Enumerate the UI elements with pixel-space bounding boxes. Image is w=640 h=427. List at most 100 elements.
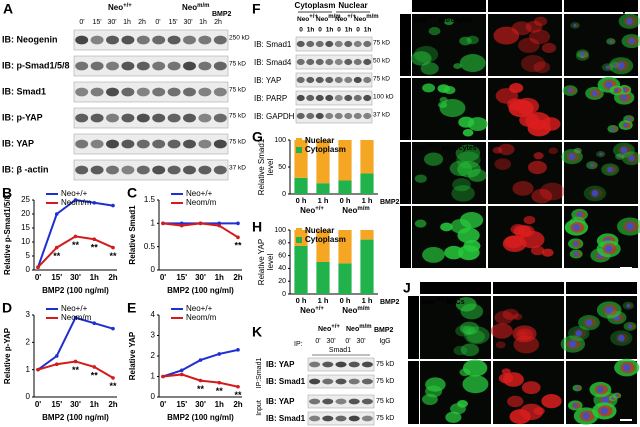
cell xyxy=(457,160,481,178)
blot-band xyxy=(315,40,324,48)
blot-strip xyxy=(73,81,229,103)
timepoint: 2h xyxy=(214,19,222,26)
legend-label: Neo+/+ xyxy=(61,304,88,313)
blot-strip xyxy=(295,72,373,88)
cell-type: NSCs xyxy=(446,299,465,306)
cell xyxy=(455,144,481,162)
blot-row-label: IB: β -actin xyxy=(2,164,49,174)
timepoint: 0 xyxy=(299,27,303,34)
series-line xyxy=(37,198,114,268)
blot-strip xyxy=(73,29,229,51)
cell xyxy=(521,381,541,395)
blot-band xyxy=(90,61,104,71)
bar-segment xyxy=(338,230,352,264)
channel-header: Merge xyxy=(591,283,615,292)
legend-label: Neo+/+ xyxy=(61,189,88,198)
blot-band xyxy=(348,415,360,422)
blot-band xyxy=(325,94,334,102)
cell xyxy=(462,375,489,394)
cell xyxy=(462,359,488,377)
nucleus xyxy=(597,386,604,393)
nucleus xyxy=(623,122,628,128)
y-tick-label: 1 xyxy=(151,372,156,381)
nucleus xyxy=(585,319,593,326)
nucleus xyxy=(569,340,577,348)
data-point xyxy=(111,326,115,331)
cell xyxy=(531,188,553,204)
cell xyxy=(527,160,547,175)
x-tick-label: 15' xyxy=(51,273,62,282)
x-tick-label: 1 h xyxy=(318,296,329,305)
cell xyxy=(520,55,546,73)
blot-band xyxy=(306,112,315,120)
blot-band xyxy=(106,165,119,175)
timepoint: 1h xyxy=(199,19,207,26)
data-point xyxy=(236,221,240,226)
blot-band xyxy=(152,139,166,149)
cell xyxy=(529,29,551,45)
significance-mark: ** xyxy=(109,381,117,391)
blot-band xyxy=(213,165,227,175)
panel-letter: C xyxy=(127,185,137,201)
genotype-sup: m/m xyxy=(366,14,378,20)
blot-band xyxy=(121,35,135,45)
legend-swatch xyxy=(296,228,302,234)
blot-band xyxy=(296,94,305,102)
blot-band xyxy=(334,112,343,120)
cell xyxy=(414,219,427,228)
x-tick-label: 2h xyxy=(233,400,242,409)
y-tick-label: 60 xyxy=(278,252,286,259)
genotype-label: Neo+/+ xyxy=(300,306,324,316)
blot-band xyxy=(75,61,89,71)
blot-band xyxy=(334,94,343,102)
blot-band xyxy=(334,76,343,84)
y-tick-label: 20 xyxy=(278,278,286,285)
blot-band xyxy=(335,415,347,422)
blot-band xyxy=(183,165,196,175)
cell xyxy=(512,181,534,196)
mw-marker: 75 kD xyxy=(229,61,246,68)
blot-band xyxy=(309,361,321,368)
cell xyxy=(437,84,450,93)
blot-row-label: IB: YAP xyxy=(2,138,34,148)
mw-marker: 75 kD xyxy=(373,40,390,47)
cell xyxy=(453,345,468,356)
nucleus xyxy=(626,304,630,308)
y-tick-label: 0 xyxy=(151,392,156,401)
y-tick-label: 0 xyxy=(282,291,286,298)
blot-band xyxy=(325,40,334,48)
panel-letter: A xyxy=(3,1,13,17)
significance-mark: ** xyxy=(91,243,99,253)
blot-row-label: IB: Smad1 xyxy=(266,414,306,423)
genotype-sup: +/+ xyxy=(309,14,318,20)
genotype-base: Neo xyxy=(414,145,427,152)
panel-letter: K xyxy=(252,324,262,340)
cell xyxy=(457,245,480,261)
cell xyxy=(414,45,439,63)
significance-mark: ** xyxy=(197,384,205,394)
blot-band xyxy=(75,35,89,45)
genotype-label: Neom/m xyxy=(316,14,341,23)
cell xyxy=(420,62,439,75)
cell xyxy=(459,36,472,46)
genotype-sup: m/m xyxy=(197,3,209,9)
blot-band xyxy=(325,112,334,120)
blot-band xyxy=(198,139,212,149)
treatment-label: BMP2 xyxy=(380,299,400,306)
blot-band xyxy=(121,165,135,175)
genotype-base: Neo xyxy=(300,206,315,215)
blot-band xyxy=(136,113,150,123)
genotype-label: Neom/m astrocytes xyxy=(414,143,477,152)
blot-row-label: IB: Smad1 xyxy=(2,86,46,96)
data-point xyxy=(73,359,78,364)
row-label: BMP-2 30 min xyxy=(401,213,410,261)
blot-band xyxy=(306,94,315,102)
x-tick-label: 15' xyxy=(51,400,62,409)
timepoint: 15' xyxy=(168,19,177,26)
cell xyxy=(525,20,543,33)
bar-segment xyxy=(338,263,352,294)
nucleus xyxy=(605,306,613,314)
cell xyxy=(507,395,524,408)
y-tick-label: 80 xyxy=(278,240,286,247)
blot-band xyxy=(167,139,181,149)
